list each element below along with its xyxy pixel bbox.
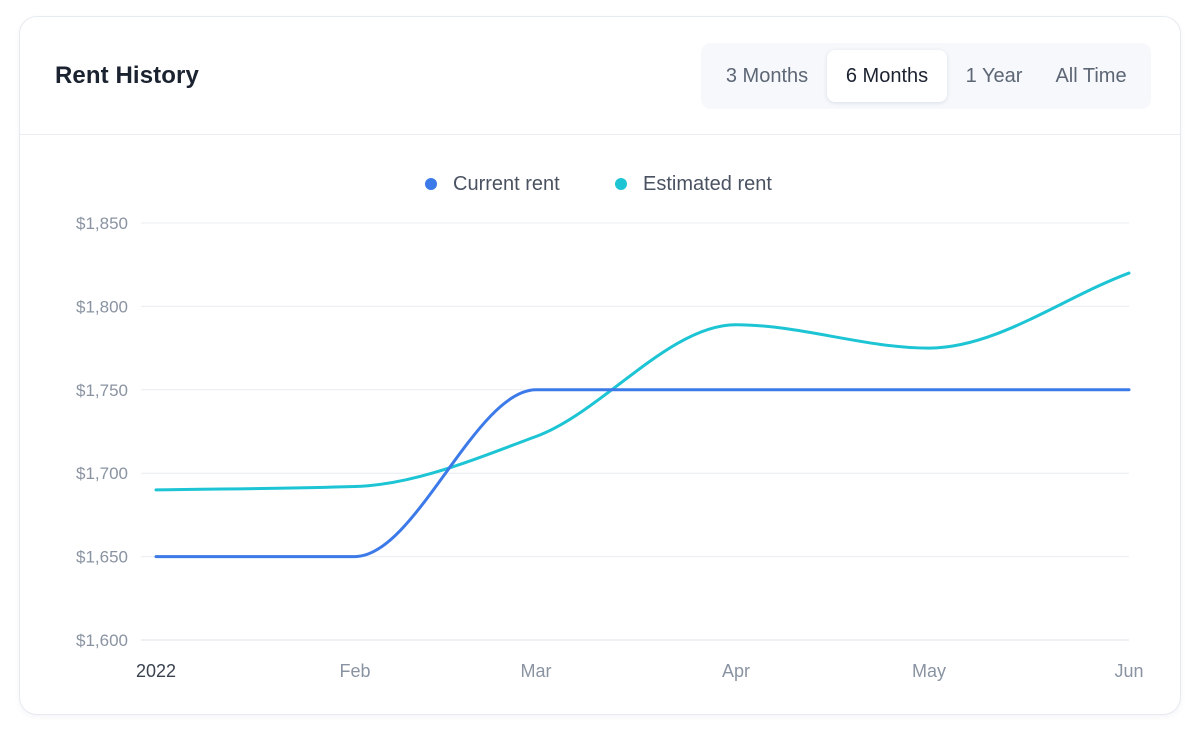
y-axis-ticks: $1,600 $1,650 $1,700 $1,750 $1,800 $1,850	[76, 214, 128, 650]
range-3-months-button[interactable]: 3 Months	[725, 65, 809, 87]
x-axis-ticks: 2022 Feb Mar Apr May Jun	[136, 661, 1144, 681]
y-tick-label: $1,650	[76, 548, 128, 567]
range-6-months-button[interactable]: 6 Months	[827, 50, 947, 102]
estimated-rent-line[interactable]	[154, 271, 1131, 492]
grid-lines	[141, 222, 1129, 641]
x-tick-label: May	[912, 661, 946, 681]
current-rent-dot-icon	[425, 178, 437, 190]
rent-history-card: Rent History 3 Months 6 Months 1 Year Al…	[19, 16, 1181, 715]
y-tick-label: $1,850	[76, 214, 128, 233]
current-rent-line[interactable]	[154, 388, 1131, 559]
y-tick-label: $1,600	[76, 631, 128, 650]
legend-label-estimated-rent: Estimated rent	[643, 173, 772, 195]
x-tick-label: Apr	[722, 661, 750, 681]
estimated-rent-dot-icon	[615, 178, 627, 190]
x-tick-label: Feb	[339, 661, 370, 681]
y-tick-label: $1,700	[76, 464, 128, 483]
chart-legend: Current rent Estimated rent	[20, 172, 1180, 196]
card-header: Rent History 3 Months 6 Months 1 Year Al…	[20, 17, 1180, 135]
x-tick-label: Jun	[1114, 661, 1143, 681]
y-tick-label: $1,800	[76, 297, 128, 316]
range-1-year-button[interactable]: 1 Year	[965, 65, 1023, 87]
y-tick-label: $1,750	[76, 381, 128, 400]
chart-series	[154, 271, 1131, 559]
legend-label-current-rent: Current rent	[453, 173, 560, 195]
range-all-time-button[interactable]: All Time	[1055, 65, 1127, 87]
range-selector: 3 Months 6 Months 1 Year All Time	[701, 43, 1151, 109]
x-tick-label: Mar	[521, 661, 552, 681]
x-tick-label: 2022	[136, 661, 176, 681]
card-title: Rent History	[55, 62, 199, 89]
rent-history-chart: $1,600 $1,650 $1,700 $1,750 $1,800 $1,850 202…	[76, 214, 1144, 681]
